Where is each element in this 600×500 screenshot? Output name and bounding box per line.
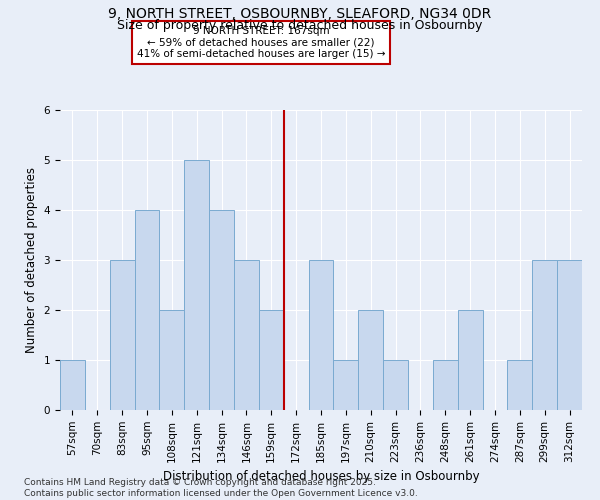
Bar	[60, 360, 85, 410]
Bar	[259, 310, 284, 410]
Bar	[358, 310, 383, 410]
Bar	[334, 360, 358, 410]
Text: 9, NORTH STREET, OSBOURNBY, SLEAFORD, NG34 0DR: 9, NORTH STREET, OSBOURNBY, SLEAFORD, NG…	[109, 8, 491, 22]
X-axis label: Distribution of detached houses by size in Osbournby: Distribution of detached houses by size …	[163, 470, 479, 483]
Text: 9 NORTH STREET: 167sqm
← 59% of detached houses are smaller (22)
41% of semi-det: 9 NORTH STREET: 167sqm ← 59% of detached…	[137, 26, 385, 59]
Bar	[532, 260, 557, 410]
Bar	[184, 160, 209, 410]
Bar	[209, 210, 234, 410]
Bar	[383, 360, 408, 410]
Bar	[160, 310, 184, 410]
Text: Contains HM Land Registry data © Crown copyright and database right 2025.
Contai: Contains HM Land Registry data © Crown c…	[24, 478, 418, 498]
Text: Size of property relative to detached houses in Osbournby: Size of property relative to detached ho…	[118, 18, 482, 32]
Bar	[458, 310, 482, 410]
Bar	[110, 260, 134, 410]
Bar	[508, 360, 532, 410]
Y-axis label: Number of detached properties: Number of detached properties	[25, 167, 38, 353]
Bar	[557, 260, 582, 410]
Bar	[234, 260, 259, 410]
Bar	[308, 260, 334, 410]
Bar	[433, 360, 458, 410]
Bar	[134, 210, 160, 410]
